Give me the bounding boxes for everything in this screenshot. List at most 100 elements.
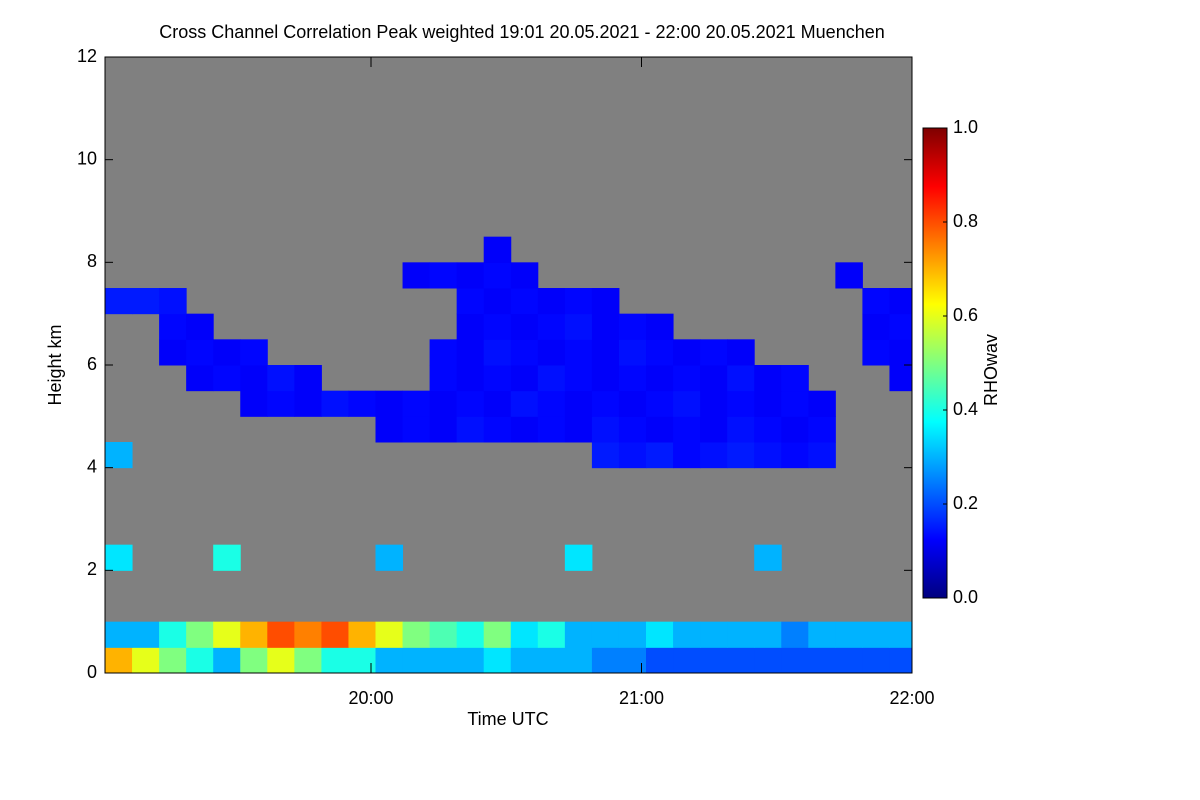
heatmap-cell — [429, 262, 458, 289]
heatmap-cell — [321, 390, 349, 417]
heatmap-cell — [159, 647, 187, 673]
heatmap-cell — [646, 647, 674, 673]
heatmap-cell — [700, 390, 728, 417]
heatmap-cell — [348, 621, 377, 648]
heatmap-cell — [240, 647, 268, 673]
heatmap-cell — [591, 313, 620, 340]
heatmap-cell — [646, 365, 674, 392]
heatmap-cell — [727, 339, 755, 366]
heatmap-cell — [321, 621, 349, 648]
heatmap-cell — [889, 339, 912, 366]
y-tick-label: 4 — [87, 456, 97, 476]
heatmap-cell — [186, 365, 214, 392]
heatmap-cell — [646, 390, 674, 417]
heatmap-cell — [375, 544, 404, 571]
heatmap-cell — [564, 621, 593, 648]
heatmap-cell — [402, 621, 431, 648]
heatmap-cell — [348, 647, 377, 673]
heatmap-cell — [700, 647, 728, 673]
heatmap-cell — [105, 621, 133, 648]
heatmap-cell — [510, 390, 539, 417]
heatmap-cell — [159, 339, 187, 366]
heatmap-cell — [132, 621, 160, 648]
heatmap-cell — [510, 288, 539, 315]
colorbar-label: RHOwav — [981, 334, 1001, 406]
heatmap-cell — [862, 313, 890, 340]
heatmap-cell — [646, 339, 674, 366]
heatmap-cell — [456, 288, 485, 315]
colorbar-tick-label: 0.0 — [953, 587, 978, 607]
heatmap-cell — [510, 416, 539, 443]
heatmap-cell — [186, 647, 214, 673]
heatmap-cell — [537, 647, 566, 673]
heatmap-cell — [267, 390, 295, 417]
x-tick-label: 21:00 — [619, 688, 664, 708]
heatmap-cell — [375, 390, 404, 417]
heatmap-cell — [213, 365, 241, 392]
heatmap-cell — [808, 621, 836, 648]
heatmap-cell — [105, 288, 133, 315]
heatmap-cell — [591, 442, 620, 469]
heatmap-cell — [429, 621, 458, 648]
heatmap-cell — [294, 365, 322, 392]
heatmap-cell — [537, 621, 566, 648]
heatmap-cell — [402, 390, 431, 417]
heatmap-cell — [618, 621, 647, 648]
heatmap-cell — [456, 390, 485, 417]
heatmap-cell — [537, 288, 566, 315]
heatmap-cell — [510, 647, 539, 673]
heatmap-cell — [213, 339, 241, 366]
heatmap-cell — [321, 647, 349, 673]
heatmap-cell — [754, 365, 782, 392]
heatmap-cell — [483, 262, 512, 289]
heatmap-cell — [646, 313, 674, 340]
heatmap-cell — [808, 442, 836, 469]
heatmap-cell — [727, 365, 755, 392]
heatmap-cell — [267, 647, 295, 673]
heatmap-cell — [429, 339, 458, 366]
heatmap-cell — [889, 621, 912, 648]
heatmap-cell — [781, 390, 809, 417]
heatmap-cell — [537, 416, 566, 443]
heatmap-cell — [483, 390, 512, 417]
heatmap-cell — [835, 647, 863, 673]
heatmap-cell — [240, 390, 268, 417]
heatmap-cell — [402, 262, 431, 289]
heatmap-cell — [564, 390, 593, 417]
heatmap-cell — [808, 416, 836, 443]
heatmap-cell — [105, 442, 133, 469]
heatmap-cell — [240, 365, 268, 392]
heatmap-cell — [105, 544, 133, 571]
heatmap-cell — [483, 313, 512, 340]
heatmap-cell — [673, 339, 701, 366]
y-tick-label: 12 — [77, 46, 97, 66]
heatmap-cell — [375, 647, 404, 673]
heatmap-cell — [510, 621, 539, 648]
heatmap — [105, 236, 912, 673]
heatmap-cell — [754, 390, 782, 417]
heatmap-cell — [105, 647, 133, 673]
heatmap-cell — [213, 544, 241, 571]
heatmap-cell — [186, 313, 214, 340]
heatmap-cell — [294, 390, 322, 417]
heatmap-cell — [591, 647, 620, 673]
heatmap-cell — [267, 621, 295, 648]
heatmap-cell — [564, 288, 593, 315]
heatmap-cell — [186, 339, 214, 366]
heatmap-cell — [700, 365, 728, 392]
heatmap-cell — [835, 262, 863, 289]
heatmap-cell — [781, 621, 809, 648]
heatmap-cell — [456, 647, 485, 673]
heatmap-cell — [618, 416, 647, 443]
colorbar-tick-label: 0.2 — [953, 493, 978, 513]
heatmap-cell — [159, 621, 187, 648]
heatmap-cell — [429, 647, 458, 673]
heatmap-cell — [591, 365, 620, 392]
heatmap-cell — [673, 365, 701, 392]
heatmap-cell — [132, 288, 160, 315]
heatmap-cell — [591, 288, 620, 315]
heatmap-cell — [348, 390, 377, 417]
x-tick-label: 22:00 — [889, 688, 934, 708]
y-tick-label: 10 — [77, 148, 97, 168]
heatmap-cell — [375, 621, 404, 648]
